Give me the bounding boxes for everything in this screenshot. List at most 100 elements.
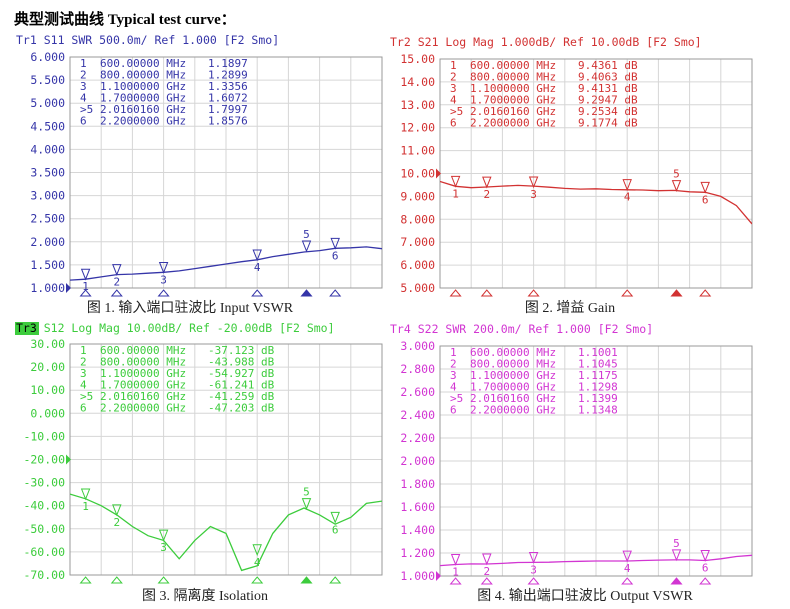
marker-freq: 2.2000000 GHz — [100, 402, 186, 415]
marker-id: >5 — [80, 103, 93, 116]
trace-id: Tr1 — [16, 33, 37, 47]
header-space — [37, 33, 44, 47]
y-tick-label: 5.000 — [400, 281, 435, 295]
marker-triangle — [482, 553, 492, 566]
marker-value: -37.123 dB — [208, 344, 275, 357]
marker-triangle — [112, 264, 122, 276]
axis-marker — [670, 577, 683, 585]
axis-marker — [329, 576, 342, 584]
trace-line — [70, 493, 382, 572]
marker-name: 4 — [624, 191, 631, 204]
marker-value: 9.4131 dB — [578, 82, 638, 95]
y-tick-label: 7.000 — [400, 235, 435, 249]
axis-marker — [670, 289, 683, 297]
marker-name: 6 — [702, 561, 709, 574]
marker-name: 4 — [254, 261, 261, 274]
y-tick-label: 1.600 — [400, 500, 435, 514]
marker-name: 2 — [483, 565, 490, 578]
axis-marker — [79, 576, 92, 584]
marker-triangle — [80, 268, 91, 281]
marker-triangle — [301, 498, 312, 510]
ref-arrow — [436, 571, 441, 581]
marker-value: 1.8576 — [208, 115, 248, 128]
y-tick-label: 2.400 — [400, 408, 435, 422]
marker-value: 1.1045 — [578, 358, 618, 371]
axis-marker — [699, 577, 712, 585]
y-tick-label: 11.00 — [400, 144, 435, 158]
chart-caption: 图 3. 隔离度 Isolation — [142, 587, 268, 604]
marker-triangle — [700, 181, 710, 194]
y-tick-label: 10.00 — [30, 383, 65, 397]
axis-marker — [300, 289, 313, 297]
marker-id: 1 — [80, 344, 87, 357]
marker-id: 4 — [80, 92, 87, 105]
marker-name: 1 — [452, 565, 459, 578]
y-tick-label: -30.00 — [23, 476, 65, 490]
marker-name: 3 — [160, 541, 167, 554]
marker-id: 6 — [80, 115, 87, 128]
header-space — [411, 35, 418, 49]
y-tick-label: 2.500 — [30, 212, 65, 226]
y-tick-label: 30.00 — [30, 337, 65, 351]
marker-name: 5 — [303, 228, 310, 241]
marker-value: 1.6072 — [208, 92, 248, 105]
marker-id: 4 — [450, 94, 457, 107]
marker-id: 1 — [450, 346, 457, 359]
marker-id: >5 — [450, 105, 463, 118]
y-tick-label: 1.800 — [400, 477, 435, 491]
marker-value: 1.7997 — [208, 103, 248, 116]
marker-triangle — [80, 488, 91, 501]
marker-value: 1.1001 — [578, 346, 618, 359]
marker-name: 5 — [673, 168, 680, 181]
marker-freq: 1.1000000 GHz — [470, 369, 556, 382]
marker-triangle — [528, 176, 539, 189]
y-tick-label: -50.00 — [23, 522, 65, 536]
ref-arrow — [66, 283, 71, 293]
y-tick-label: 2.000 — [30, 235, 65, 249]
marker-id: 6 — [450, 117, 457, 130]
trace-header: Tr3 S12 Log Mag 10.00dB/ Ref -20.00dB [F… — [16, 321, 335, 335]
axis-marker — [527, 577, 540, 585]
marker-name: 5 — [673, 537, 680, 550]
marker-name: 3 — [530, 188, 537, 201]
y-tick-label: 6.000 — [400, 258, 435, 272]
marker-value: -47.203 dB — [208, 402, 275, 415]
trace-line — [440, 180, 752, 225]
marker-freq: 1.7000000 GHz — [470, 381, 556, 394]
y-tick-label: 10.00 — [400, 167, 435, 181]
marker-name: 2 — [113, 516, 120, 529]
y-tick-label: -10.00 — [23, 429, 65, 443]
chart-caption: 图 4. 输出端口驻波比 Output VSWR — [477, 588, 693, 604]
y-tick-label: 2.200 — [400, 431, 435, 445]
y-tick-label: 9.000 — [400, 189, 435, 203]
trace-header: Tr4 S22 SWR 200.0m/ Ref 1.000 [F2 Smo] — [390, 322, 653, 336]
marker-name: 1 — [82, 280, 89, 293]
marker-freq: 2.0160160 GHz — [470, 392, 556, 405]
marker-freq: 1.7000000 GHz — [100, 379, 186, 392]
marker-freq: 2.0160160 GHz — [470, 105, 556, 118]
marker-triangle — [301, 240, 312, 253]
axis-marker — [449, 289, 462, 297]
marker-id: 2 — [450, 71, 457, 84]
y-tick-label: 5.500 — [30, 73, 65, 87]
axis-marker — [329, 289, 342, 297]
marker-name: 1 — [452, 187, 459, 200]
y-tick-label: 12.00 — [400, 121, 435, 135]
axis-marker — [251, 576, 264, 584]
y-tick-label: 2.600 — [400, 385, 435, 399]
marker-triangle — [252, 544, 262, 557]
marker-triangle — [671, 549, 682, 562]
y-tick-label: 14.00 — [400, 75, 435, 89]
y-tick-label: 3.000 — [400, 339, 435, 353]
y-tick-label: 1.500 — [30, 258, 65, 272]
marker-freq: 800.00000 MHz — [100, 69, 186, 82]
y-tick-label: 4.500 — [30, 119, 65, 133]
marker-freq: 1.7000000 GHz — [100, 92, 186, 105]
marker-value: 1.1298 — [578, 381, 618, 394]
y-tick-label: -60.00 — [23, 545, 65, 559]
plot-frame — [69, 56, 383, 289]
marker-id: >5 — [80, 390, 93, 403]
marker-value: 9.4063 dB — [578, 71, 638, 84]
y-tick-label: 1.400 — [400, 523, 435, 537]
marker-name: 4 — [624, 562, 631, 575]
